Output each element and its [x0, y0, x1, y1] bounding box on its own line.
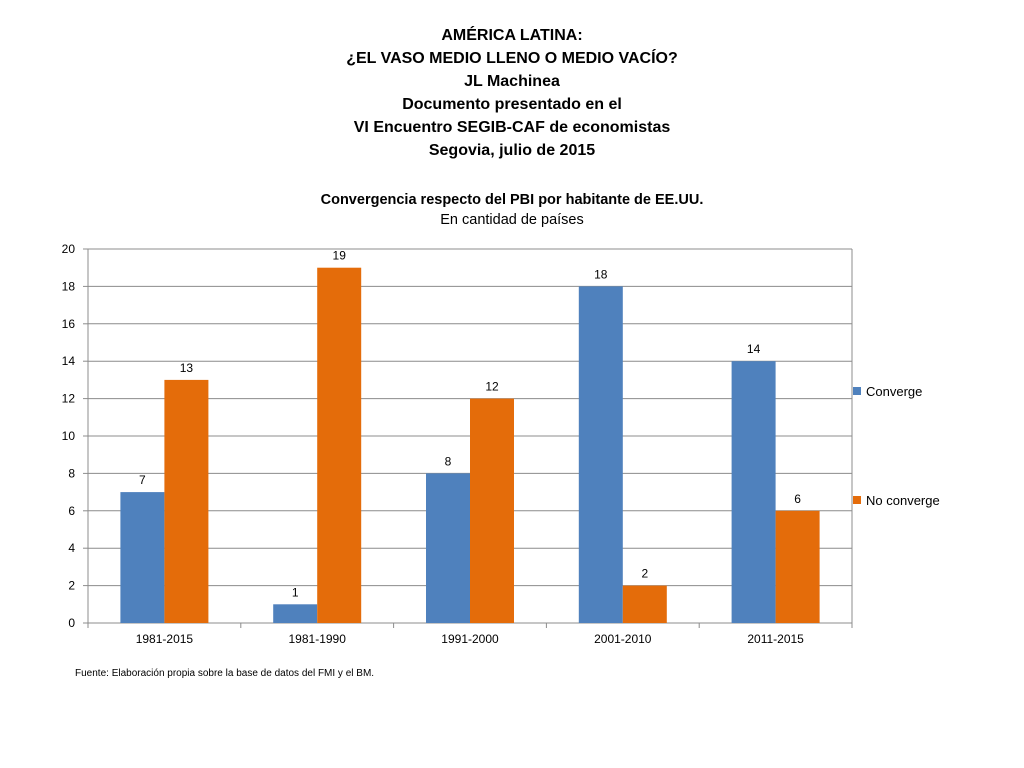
bar	[578, 286, 623, 623]
legend-swatch	[853, 496, 861, 504]
heading-line-3: JL Machinea	[464, 73, 560, 90]
legend-swatch	[853, 387, 861, 395]
data-label: 19	[333, 249, 347, 263]
bar	[317, 267, 362, 623]
y-tick-label: 16	[62, 317, 76, 331]
bar	[470, 398, 514, 623]
heading-line-6: Segovia, julio de 2015	[428, 142, 596, 159]
presentation-heading: AMÉRICA LATINA: ¿EL VASO MEDIO LLENO O M…	[0, 24, 1024, 162]
bar	[731, 361, 776, 623]
chart-title: Convergencia respecto del PBI por habita…	[320, 192, 704, 208]
x-tick-label: 2011-2015	[747, 632, 804, 646]
y-tick-label: 20	[62, 242, 76, 256]
bar	[775, 510, 820, 623]
y-tick-label: 14	[62, 354, 76, 368]
data-label: 13	[180, 361, 194, 375]
bar	[120, 492, 165, 623]
x-tick-label: 1981-1990	[289, 632, 347, 646]
bar	[273, 604, 318, 623]
y-tick-label: 8	[68, 466, 75, 480]
data-label: 18	[594, 267, 608, 281]
bar	[622, 585, 667, 623]
bar	[164, 379, 209, 623]
y-tick-label: 2	[68, 579, 75, 593]
data-label: 12	[485, 380, 499, 394]
y-tick-label: 4	[68, 541, 75, 555]
heading-line-5: VI Encuentro SEGIB-CAF de economistas	[353, 119, 671, 136]
data-label: 1	[292, 585, 299, 599]
y-tick-label: 18	[62, 279, 76, 293]
heading-line-4: Documento presentado en el	[402, 96, 622, 113]
heading-line-1: AMÉRICA LATINA:	[441, 27, 583, 44]
data-label: 2	[641, 567, 648, 581]
chart-title-block: Convergencia respecto del PBI por habita…	[0, 190, 1024, 230]
y-tick-label: 10	[62, 429, 76, 443]
source-note: Fuente: Elaboración propia sobre la base…	[75, 668, 375, 679]
data-label: 6	[794, 492, 801, 506]
x-tick-label: 1981-2015	[136, 632, 194, 646]
chart-subtitle: En cantidad de países	[440, 212, 584, 228]
legend-label: Converge	[866, 384, 922, 399]
bar	[426, 473, 470, 623]
data-label: 7	[139, 473, 146, 487]
legend-label: No converge	[866, 493, 940, 508]
heading-line-2: ¿EL VASO MEDIO LLENO O MEDIO VACÍO?	[346, 50, 678, 67]
y-tick-label: 0	[68, 616, 75, 630]
y-tick-label: 6	[68, 504, 75, 518]
y-tick-label: 12	[62, 392, 76, 406]
x-tick-label: 2001-2010	[594, 632, 652, 646]
data-label: 14	[747, 342, 761, 356]
data-label: 8	[445, 454, 452, 468]
x-tick-label: 1991-2000	[441, 632, 499, 646]
